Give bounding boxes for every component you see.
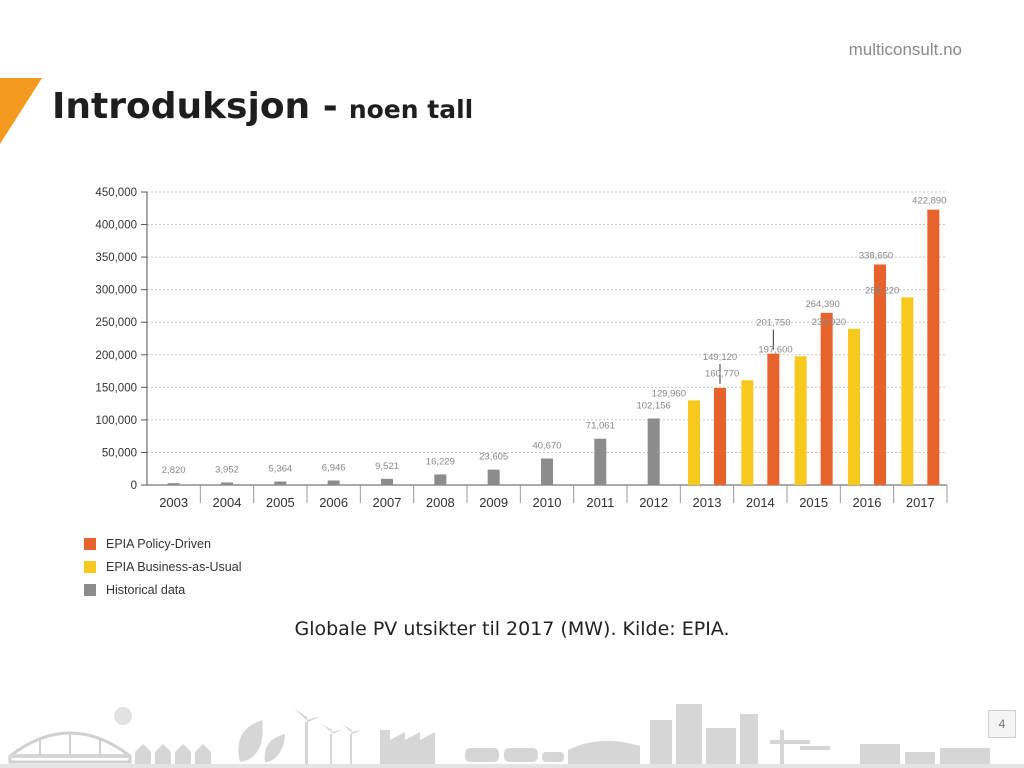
x-tick-label-2007: 2007 <box>373 495 402 510</box>
data-label-bau-2013: 129,960 <box>652 388 686 399</box>
bar-historical-2008 <box>434 474 447 485</box>
y-tick-label: 150,000 <box>95 382 137 394</box>
x-tick-label-2004: 2004 <box>213 495 242 510</box>
title-main: Introduksjon - <box>52 86 338 127</box>
x-tick-label-2003: 2003 <box>159 495 188 510</box>
x-tick-label-2016: 2016 <box>853 495 882 510</box>
bar-bau-2016 <box>848 328 860 485</box>
legend-item-policy: EPIA Policy-Driven <box>84 532 241 555</box>
x-tick-label-2006: 2006 <box>319 495 348 510</box>
bar-historical-2005 <box>274 481 287 485</box>
bar-historical-2012 <box>647 418 660 485</box>
bar-historical-2006 <box>327 480 340 485</box>
x-tick-label-2012: 2012 <box>639 495 668 510</box>
y-tick-label: 50,000 <box>102 447 137 459</box>
data-label-policy-2013: 149,120 <box>703 352 737 363</box>
x-tick-label-2009: 2009 <box>479 495 508 510</box>
y-tick-label: 200,000 <box>95 350 137 362</box>
y-tick-label: 450,000 <box>95 187 137 199</box>
legend-item-historical: Historical data <box>84 578 241 601</box>
title-sub: noen tall <box>348 95 474 124</box>
bar-bau-2015 <box>794 356 807 485</box>
data-label-bau-2015: 197,600 <box>758 344 792 355</box>
data-label-policy-2016: 338,650 <box>859 251 893 262</box>
bar-policy-2013 <box>714 387 726 485</box>
legend-swatch <box>84 537 96 550</box>
bar-policy-2016 <box>874 264 886 485</box>
x-tick-label-2008: 2008 <box>426 495 455 510</box>
bar-bau-2014 <box>741 380 754 485</box>
y-tick-label: 350,000 <box>95 252 137 264</box>
page-title: Introduksjon - noen tall <box>52 86 473 127</box>
page-number: 4 <box>988 710 1016 738</box>
x-tick-label-2015: 2015 <box>799 495 828 510</box>
y-tick-label: 400,000 <box>95 220 137 232</box>
data-label-historical-2005: 5,364 <box>268 464 292 475</box>
bar-historical-2007 <box>381 478 393 485</box>
bar-historical-2009 <box>487 469 500 485</box>
x-tick-label-2014: 2014 <box>746 495 775 510</box>
x-tick-label-2017: 2017 <box>906 495 935 510</box>
y-tick-label: 0 <box>131 480 137 492</box>
data-label-historical-2009: 23,605 <box>479 452 508 463</box>
bar-historical-2011 <box>594 438 607 485</box>
legend-swatch <box>84 560 96 573</box>
data-label-bau-2016: 239,920 <box>812 317 846 328</box>
legend-label: Historical data <box>106 582 186 597</box>
x-tick-label-2013: 2013 <box>693 495 722 510</box>
chart-legend: EPIA Policy-Driven EPIA Business-as-Usual… <box>84 532 241 601</box>
y-tick-label: 300,000 <box>95 285 137 297</box>
bar-policy-2017 <box>927 209 940 486</box>
data-label-policy-2014: 201,750 <box>756 318 790 329</box>
bar-historical-2003 <box>167 483 180 485</box>
data-label-historical-2008: 16,229 <box>426 456 455 467</box>
data-label-historical-2011: 71,061 <box>586 421 615 432</box>
bar-bau-2017 <box>901 297 914 485</box>
bar-policy-2014 <box>767 353 780 485</box>
data-label-policy-2017: 422,890 <box>912 196 946 207</box>
bar-bau-2013 <box>688 400 700 485</box>
data-label-historical-2012: 102,156 <box>636 400 670 411</box>
city-skyline-decoration <box>0 704 1024 768</box>
data-label-historical-2010: 40,670 <box>532 441 561 452</box>
x-tick-label-2010: 2010 <box>533 495 562 510</box>
data-label-historical-2003: 2,820 <box>162 465 186 476</box>
data-label-policy-2015: 264,390 <box>805 299 839 310</box>
legend-item-bau: EPIA Business-as-Usual <box>84 555 241 578</box>
bar-historical-2010 <box>541 458 553 485</box>
chart-caption: Globale PV utsikter til 2017 (MW). Kilde… <box>294 618 730 640</box>
y-tick-label: 250,000 <box>95 317 137 329</box>
data-label-historical-2004: 3,952 <box>215 464 239 475</box>
x-tick-label-2011: 2011 <box>586 495 614 510</box>
y-tick-label: 100,000 <box>95 415 137 427</box>
legend-label: EPIA Policy-Driven <box>106 536 211 551</box>
data-label-bau-2017: 288,220 <box>865 285 899 296</box>
data-label-historical-2007: 9,521 <box>375 461 399 472</box>
data-label-historical-2006: 6,946 <box>322 462 346 473</box>
legend-swatch <box>84 583 96 596</box>
bar-policy-2015 <box>820 312 833 485</box>
x-tick-label-2005: 2005 <box>266 495 295 510</box>
data-label-bau-2014: 160,770 <box>705 368 739 379</box>
accent-triangle <box>0 78 42 144</box>
brand-url: multiconsult.no <box>848 40 962 59</box>
pv-bar-chart: 0 50,000 100,000 150,000 200,000 250,000 300,0… <box>95 187 948 510</box>
legend-label: EPIA Business-as-Usual <box>106 559 242 574</box>
bar-historical-2004 <box>221 482 233 485</box>
